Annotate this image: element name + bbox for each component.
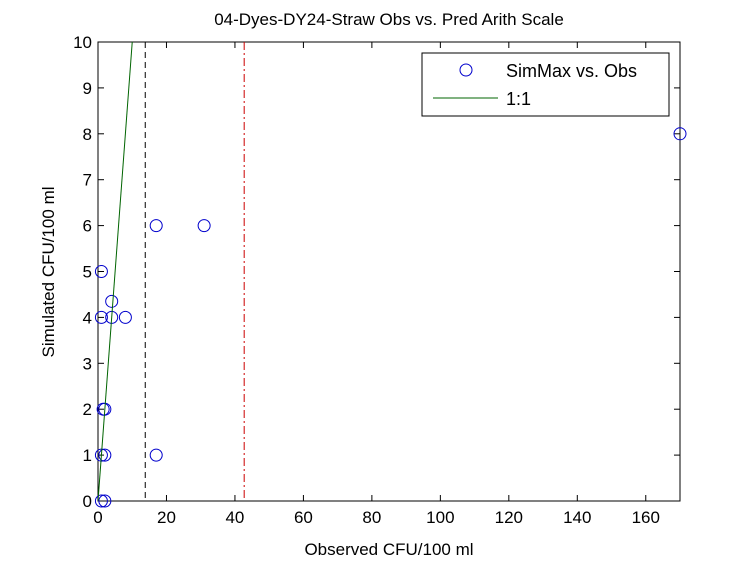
legend-box	[421, 52, 670, 117]
y-tick-label: 5	[83, 263, 92, 282]
data-point	[149, 448, 163, 462]
x-tick-label: 160	[632, 508, 660, 527]
axes-box	[97, 41, 681, 502]
chart-title: 04-Dyes-DY24-Straw Obs vs. Pred Arith Sc…	[214, 10, 564, 29]
x-tick-label: 80	[362, 508, 381, 527]
data-point	[94, 265, 108, 278]
data-point	[98, 448, 112, 462]
y-tick-label: 6	[83, 217, 92, 236]
data-point	[105, 294, 119, 308]
data-point	[118, 310, 132, 324]
plot-area: 0 20 40 60 80 100 120 140 160 0 1 2 3 4 5 6 7 8 9 10	[73, 33, 687, 527]
data-point	[197, 219, 211, 233]
y-tick-label: 4	[83, 308, 92, 327]
y-tick-label: 0	[83, 492, 92, 511]
y-axis-label: Simulated CFU/100 ml	[39, 186, 58, 357]
y-tick-label: 3	[83, 354, 92, 373]
legend: SimMax vs. Obs 1:1	[421, 52, 670, 117]
x-tick-label: 0	[93, 508, 102, 527]
y-tick-label: 2	[83, 400, 92, 419]
one-to-one-line	[98, 42, 133, 501]
legend-label: SimMax vs. Obs	[506, 61, 637, 81]
y-tick-label: 7	[83, 171, 92, 190]
data-point	[96, 402, 110, 416]
x-tick-label: 20	[157, 508, 176, 527]
legend-marker-circle	[459, 63, 473, 77]
data-point	[94, 310, 108, 324]
data-point	[94, 494, 108, 508]
x-tick-label: 140	[563, 508, 591, 527]
y-tick-label: 1	[83, 446, 92, 465]
legend-label: 1:1	[506, 89, 531, 109]
x-tick-label: 100	[426, 508, 454, 527]
x-tick-label: 60	[294, 508, 313, 527]
x-axis-label: Observed CFU/100 ml	[304, 540, 473, 559]
data-point	[98, 494, 112, 508]
y-tick-label: 9	[83, 79, 92, 98]
x-tick-label: 120	[495, 508, 523, 527]
y-tick-label: 8	[83, 125, 92, 144]
data-point	[673, 127, 687, 141]
data-point	[149, 219, 163, 233]
y-tick-label: 10	[73, 33, 92, 52]
x-tick-label: 40	[225, 508, 244, 527]
